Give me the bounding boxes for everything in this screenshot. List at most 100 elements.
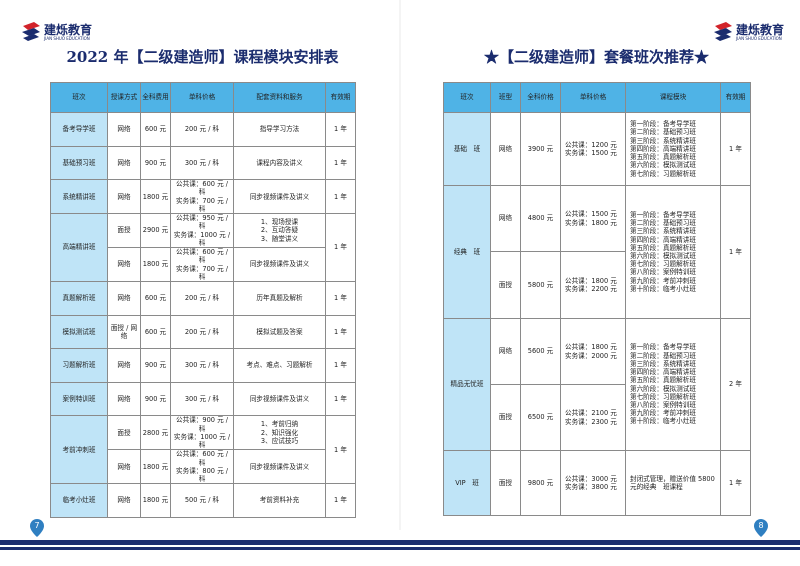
logo: 建烁教育 JIAN SHUO EDUCATION bbox=[20, 20, 92, 46]
course-name: 高端精讲班 bbox=[50, 213, 108, 282]
unit-price: 公共课：600 元 / 科实务课：700 元 / 科 bbox=[170, 179, 234, 215]
total-price: 5600 元 bbox=[520, 318, 561, 385]
total-fee: 1800 元 bbox=[140, 247, 171, 282]
column-header: 全科费用 bbox=[140, 82, 171, 113]
page-number: 8 bbox=[758, 521, 764, 530]
service-line: 历年真题及解析 bbox=[256, 294, 303, 303]
modules: 第一阶段：备考导学班 第二阶段：基础预习班 第三阶段：系统精讲班 第四阶段：高端精讲班… bbox=[625, 318, 721, 451]
modules-line: 第九阶段：考前冲刺班 bbox=[630, 276, 696, 285]
modules-line: 第六阶段：模拟测试班 bbox=[630, 161, 696, 170]
course-name: 真题解析班 bbox=[50, 281, 108, 316]
modules: 封闭式管理，赠送价值 5800 元的经典 班课程 bbox=[625, 450, 721, 516]
unit-price-line: 300 元 / 科 bbox=[184, 361, 220, 370]
logo-icon bbox=[22, 22, 40, 41]
service: 1、现场授课 2、互动答疑 3、随堂讲义 bbox=[233, 213, 326, 249]
total-fee: 600 元 bbox=[140, 281, 171, 316]
column-header: 单科价格 bbox=[170, 82, 234, 113]
modules-line: 第六阶段：模拟测试班 bbox=[630, 252, 696, 260]
unit-price: 公共课：1200 元实务课：1500 元 bbox=[560, 112, 626, 186]
column-header: 全科价格 bbox=[520, 82, 561, 113]
course-row: 案例特训班 网络 900 元 300 元 / 科 同步视频课件及讲义 1 年 bbox=[50, 381, 356, 417]
modules-line: 第一阶段：备考导学班 bbox=[630, 120, 696, 129]
service-line: 同步视频课件及讲义 bbox=[249, 192, 310, 201]
course-name: 习题解析班 bbox=[50, 348, 108, 383]
class-type: 面授 bbox=[490, 251, 521, 319]
service-line: 3、随堂讲义 bbox=[260, 234, 299, 243]
package-name: 精品无忧班 bbox=[443, 318, 491, 451]
teach-mode: 网络 bbox=[107, 112, 141, 147]
modules-line: 第一阶段：备考导学班 bbox=[630, 210, 696, 219]
modules-line: 第八阶段：案例特训班 bbox=[630, 268, 696, 277]
column-header: 班次 bbox=[443, 82, 491, 113]
course-row: 备考导学班 网络 600 元 200 元 / 科 指导学习方法 1 年 bbox=[50, 112, 356, 147]
class-type: 网络 bbox=[490, 112, 521, 186]
validity: 1 年 bbox=[325, 281, 356, 316]
course-name: 备考导学班 bbox=[50, 112, 108, 147]
modules-line: 第三阶段：系统精讲班 bbox=[630, 359, 696, 368]
page-pin bbox=[754, 519, 768, 537]
course-row: 考前冲刺班 面授 2800 元公共课：900 元 / 科实务课：1000 元 / 科… bbox=[50, 415, 356, 485]
unit-price-line: 200 元 / 科 bbox=[184, 125, 220, 134]
validity: 1 年 bbox=[325, 213, 356, 282]
modules-line: 第十阶段：临考小灶班 bbox=[630, 417, 696, 426]
unit-price: 200 元 / 科 bbox=[170, 314, 234, 350]
course-name: 考前冲刺班 bbox=[50, 415, 108, 485]
course-row: 习题解析班 网络 900 元 300 元 / 科 考点、难点、习题解析 1 年 bbox=[50, 348, 356, 383]
unit-price-line: 实务课：1500 元 bbox=[565, 149, 617, 157]
teach-mode: 网络 bbox=[107, 281, 141, 316]
column-header: 授课方式 bbox=[107, 82, 141, 113]
unit-price-line: 实务课：800 元 / 科 bbox=[176, 466, 228, 484]
total-fee: 1800 元 bbox=[140, 449, 171, 485]
teach-mode: 网络 bbox=[107, 483, 141, 518]
page-number: 7 bbox=[34, 521, 40, 530]
unit-price-line: 实务课：2200 元 bbox=[565, 285, 617, 293]
unit-price: 公共课：2100 元实务课：2300 元 bbox=[560, 384, 626, 451]
unit-price-line: 公共课：3000 元 bbox=[565, 474, 617, 483]
unit-price-line: 公共课：600 元 / 科 bbox=[176, 450, 228, 467]
service-line: 同步视频课件及讲义 bbox=[249, 260, 310, 269]
validity: 1 年 bbox=[325, 314, 356, 350]
package-name: VIP 班 bbox=[443, 450, 491, 516]
total-price: 5800 元 bbox=[520, 251, 561, 319]
teach-mode: 面授 bbox=[107, 213, 141, 249]
unit-price-line: 公共课：2100 元 bbox=[565, 409, 617, 418]
validity: 1 年 bbox=[325, 483, 356, 518]
validity: 1 年 bbox=[325, 145, 356, 181]
modules-line: 第三阶段：系统精讲班 bbox=[630, 227, 696, 236]
unit-price: 200 元 / 科 bbox=[170, 112, 234, 147]
unit-price: 300 元 / 科 bbox=[170, 381, 234, 417]
unit-price-line: 实务课：2000 元 bbox=[565, 351, 617, 360]
service-line: 模拟试题及答案 bbox=[256, 327, 303, 336]
header-row: 班次 授课方式 全科费用 单科价格 配套资料和服务 有效期 bbox=[50, 82, 356, 113]
service-line: 考点、难点、习题解析 bbox=[246, 361, 313, 370]
course-row: 模拟测试班 面授 / 网络 600 元 200 元 / 科 模拟试题及答案 1 年 bbox=[50, 314, 356, 350]
unit-price: 公共课：1800 元实务课：2200 元 bbox=[560, 251, 626, 319]
course-row: 网络 1800 元公共课：600 元 / 科实务课：800 元 / 科 同步视频课件… bbox=[51, 449, 356, 485]
modules-line: 第一阶段：备考导学班 bbox=[630, 343, 696, 352]
modules-line: 第七阶段：习题解析班 bbox=[630, 392, 696, 401]
modules-line: 第七阶段：习题解析班 bbox=[630, 169, 696, 178]
class-type: 面授 bbox=[490, 450, 521, 516]
unit-price: 300 元 / 科 bbox=[170, 145, 234, 181]
total-fee: 900 元 bbox=[140, 348, 171, 383]
unit-price-line: 实务课：1800 元 bbox=[565, 218, 617, 227]
package-table: 班次 班型 全科价格 单科价格 课程模块 有效期 基础 班网络 3900 元公共课：1200 … bbox=[443, 82, 751, 516]
package-row: 精品无忧班 网络 5600 元公共课：1800 元实务课：2000 元第一阶段：备考… bbox=[443, 318, 751, 451]
column-header: 有效期 bbox=[720, 82, 751, 113]
unit-price-line: 公共课：950 元 / 科 bbox=[176, 214, 228, 231]
column-header: 班次 bbox=[50, 82, 108, 113]
service: 1、考前归纳 2、知识强化 3、应试技巧 bbox=[233, 415, 326, 451]
unit-price-line: 公共课：1800 元 bbox=[565, 276, 617, 285]
total-price: 4800 元 bbox=[520, 185, 561, 252]
service-line: 2、知识强化 bbox=[260, 428, 299, 437]
validity: 1 年 bbox=[325, 112, 356, 147]
validity: 1 年 bbox=[325, 348, 356, 383]
service: 同步视频课件及讲义 bbox=[233, 179, 326, 215]
unit-price-line: 公共课：1200 元 bbox=[565, 140, 617, 149]
validity: 1 年 bbox=[325, 381, 356, 417]
package-name: 基础 班 bbox=[443, 112, 491, 186]
total-fee: 600 元 bbox=[140, 314, 171, 350]
service-line: 考前资料补充 bbox=[259, 496, 300, 505]
